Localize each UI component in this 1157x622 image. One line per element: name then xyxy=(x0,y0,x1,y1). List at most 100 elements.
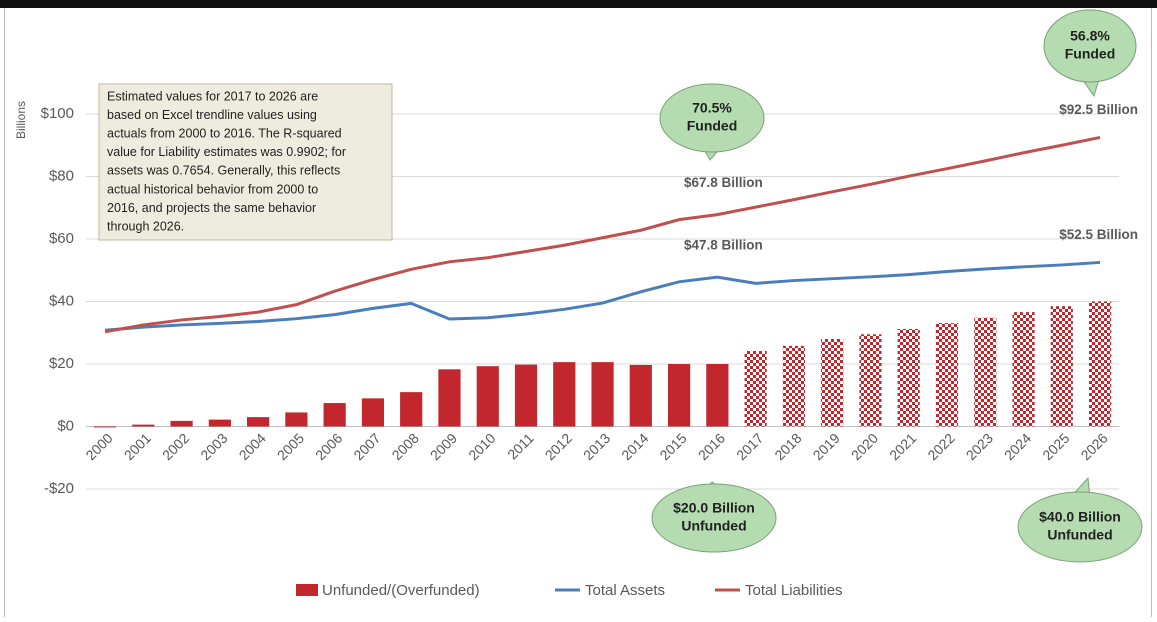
callout: 56.8% Funded xyxy=(1043,9,1137,98)
callout-text: Unfunded xyxy=(1047,527,1112,543)
y-tick-label: $80 xyxy=(49,167,74,184)
x-tick-label: 2010 xyxy=(465,430,498,463)
x-tick-label: 2008 xyxy=(389,430,422,463)
bar xyxy=(323,403,346,427)
x-tick-label: 2004 xyxy=(236,430,269,463)
bar xyxy=(438,369,461,427)
note-line: assets was 0.7654. Generally, this refle… xyxy=(107,164,340,178)
legend-label: Unfunded/(Overfunded) xyxy=(322,582,480,599)
x-tick-label: 2023 xyxy=(963,430,996,463)
note-line: actuals from 2000 to 2016. The R-squared xyxy=(107,126,342,140)
callout: 70.5% Funded xyxy=(659,83,765,161)
bar xyxy=(706,364,729,427)
bar xyxy=(1050,306,1073,427)
x-tick-label: 2025 xyxy=(1039,430,1072,463)
bar xyxy=(821,339,844,427)
x-tick-label: 2006 xyxy=(312,430,345,463)
callout-bubble xyxy=(1043,9,1137,83)
callout-bubble xyxy=(1017,491,1143,563)
top-bar xyxy=(0,0,1157,8)
x-tick-label: 2019 xyxy=(810,430,843,463)
callout-text: Unfunded xyxy=(681,518,746,534)
callout-text: Funded xyxy=(1065,46,1116,62)
y-tick-label: -$20 xyxy=(44,480,74,497)
callout-text: $20.0 Billion xyxy=(673,500,755,516)
legend-label: Total Liabilities xyxy=(745,582,843,599)
bar xyxy=(361,398,385,427)
bar xyxy=(514,364,538,427)
x-tick-label: 2024 xyxy=(1001,430,1034,463)
x-tick-label: 2016 xyxy=(695,430,728,463)
x-tick-label: 2001 xyxy=(121,430,154,463)
x-tick-label: 2012 xyxy=(542,430,575,463)
y-tick-label: $100 xyxy=(41,105,74,122)
callout-bubble xyxy=(659,83,765,153)
legend-item: Unfunded/(Overfunded) xyxy=(296,582,480,599)
y-tick-label: $20 xyxy=(49,355,74,372)
note-box: Estimated values for 2017 to 2026 are bas… xyxy=(98,83,393,241)
note-line: 2016, and projects the same behavior xyxy=(107,201,316,215)
data-label: $67.8 Billion xyxy=(684,175,763,190)
bar xyxy=(974,317,997,427)
bar xyxy=(400,392,423,427)
bar xyxy=(629,364,652,427)
bar xyxy=(782,345,806,427)
bar xyxy=(170,420,193,427)
callout-bubble xyxy=(651,483,777,553)
legend-label: Total Assets xyxy=(585,582,665,599)
bar xyxy=(208,419,231,427)
bar xyxy=(285,412,308,427)
legend-item: Total Liabilities xyxy=(715,582,843,599)
x-tick-label: 2003 xyxy=(197,430,230,463)
x-tick-label: 2017 xyxy=(733,430,766,463)
x-tick-label: 2007 xyxy=(350,430,383,463)
x-tick-label: 2021 xyxy=(886,430,919,463)
data-label: $92.5 Billion xyxy=(1059,102,1138,117)
data-label: $47.8 Billion xyxy=(684,238,763,253)
x-tick-label: 2009 xyxy=(427,430,460,463)
note-line: based on Excel trendline values using xyxy=(107,108,317,122)
note-background xyxy=(98,83,393,241)
bar xyxy=(553,362,576,427)
note-line: Estimated values for 2017 to 2026 are xyxy=(107,89,318,103)
callout-text: 56.8% xyxy=(1070,28,1110,44)
callout: $40.0 Billion Unfunded xyxy=(1017,476,1143,563)
x-tick-label: 2018 xyxy=(771,430,804,463)
x-tick-label: 2005 xyxy=(274,430,307,463)
bar xyxy=(744,350,767,427)
bar xyxy=(132,424,155,427)
x-tick-label: 2000 xyxy=(82,430,115,463)
bar xyxy=(935,323,959,427)
bar xyxy=(247,417,270,427)
y-tick-label: $60 xyxy=(49,230,74,247)
callout-text: Funded xyxy=(687,118,738,134)
x-tick-label: 2014 xyxy=(618,430,651,463)
note-line: value for Liability estimates was 0.9902… xyxy=(107,145,346,159)
bar xyxy=(897,329,920,427)
legend-swatch xyxy=(296,584,318,596)
line-series xyxy=(104,260,1101,332)
note-line: through 2026. xyxy=(107,219,184,233)
bar xyxy=(93,426,117,428)
callout-text: 70.5% xyxy=(692,100,732,116)
note-line: actual historical behavior from 2000 to xyxy=(107,182,318,196)
bar xyxy=(591,362,614,427)
data-label: $52.5 Billion xyxy=(1059,227,1138,242)
x-tick-label: 2015 xyxy=(656,430,689,463)
y-tick-label: $0 xyxy=(57,417,74,434)
x-tick-label: 2020 xyxy=(848,430,881,463)
x-tick-label: 2013 xyxy=(580,430,613,463)
legend-item: Total Assets xyxy=(555,582,665,599)
line-series xyxy=(104,135,1101,334)
bar xyxy=(1012,312,1035,427)
x-tick-label: 2002 xyxy=(159,430,192,463)
callout: $20.0 Billion Unfunded xyxy=(651,481,777,553)
bar xyxy=(859,334,882,427)
callout-text: $40.0 Billion xyxy=(1039,509,1121,525)
y-axis-label: Billions xyxy=(14,101,28,139)
x-tick-label: 2011 xyxy=(504,430,537,463)
bar xyxy=(476,366,499,427)
x-tick-label: 2026 xyxy=(1077,430,1110,463)
